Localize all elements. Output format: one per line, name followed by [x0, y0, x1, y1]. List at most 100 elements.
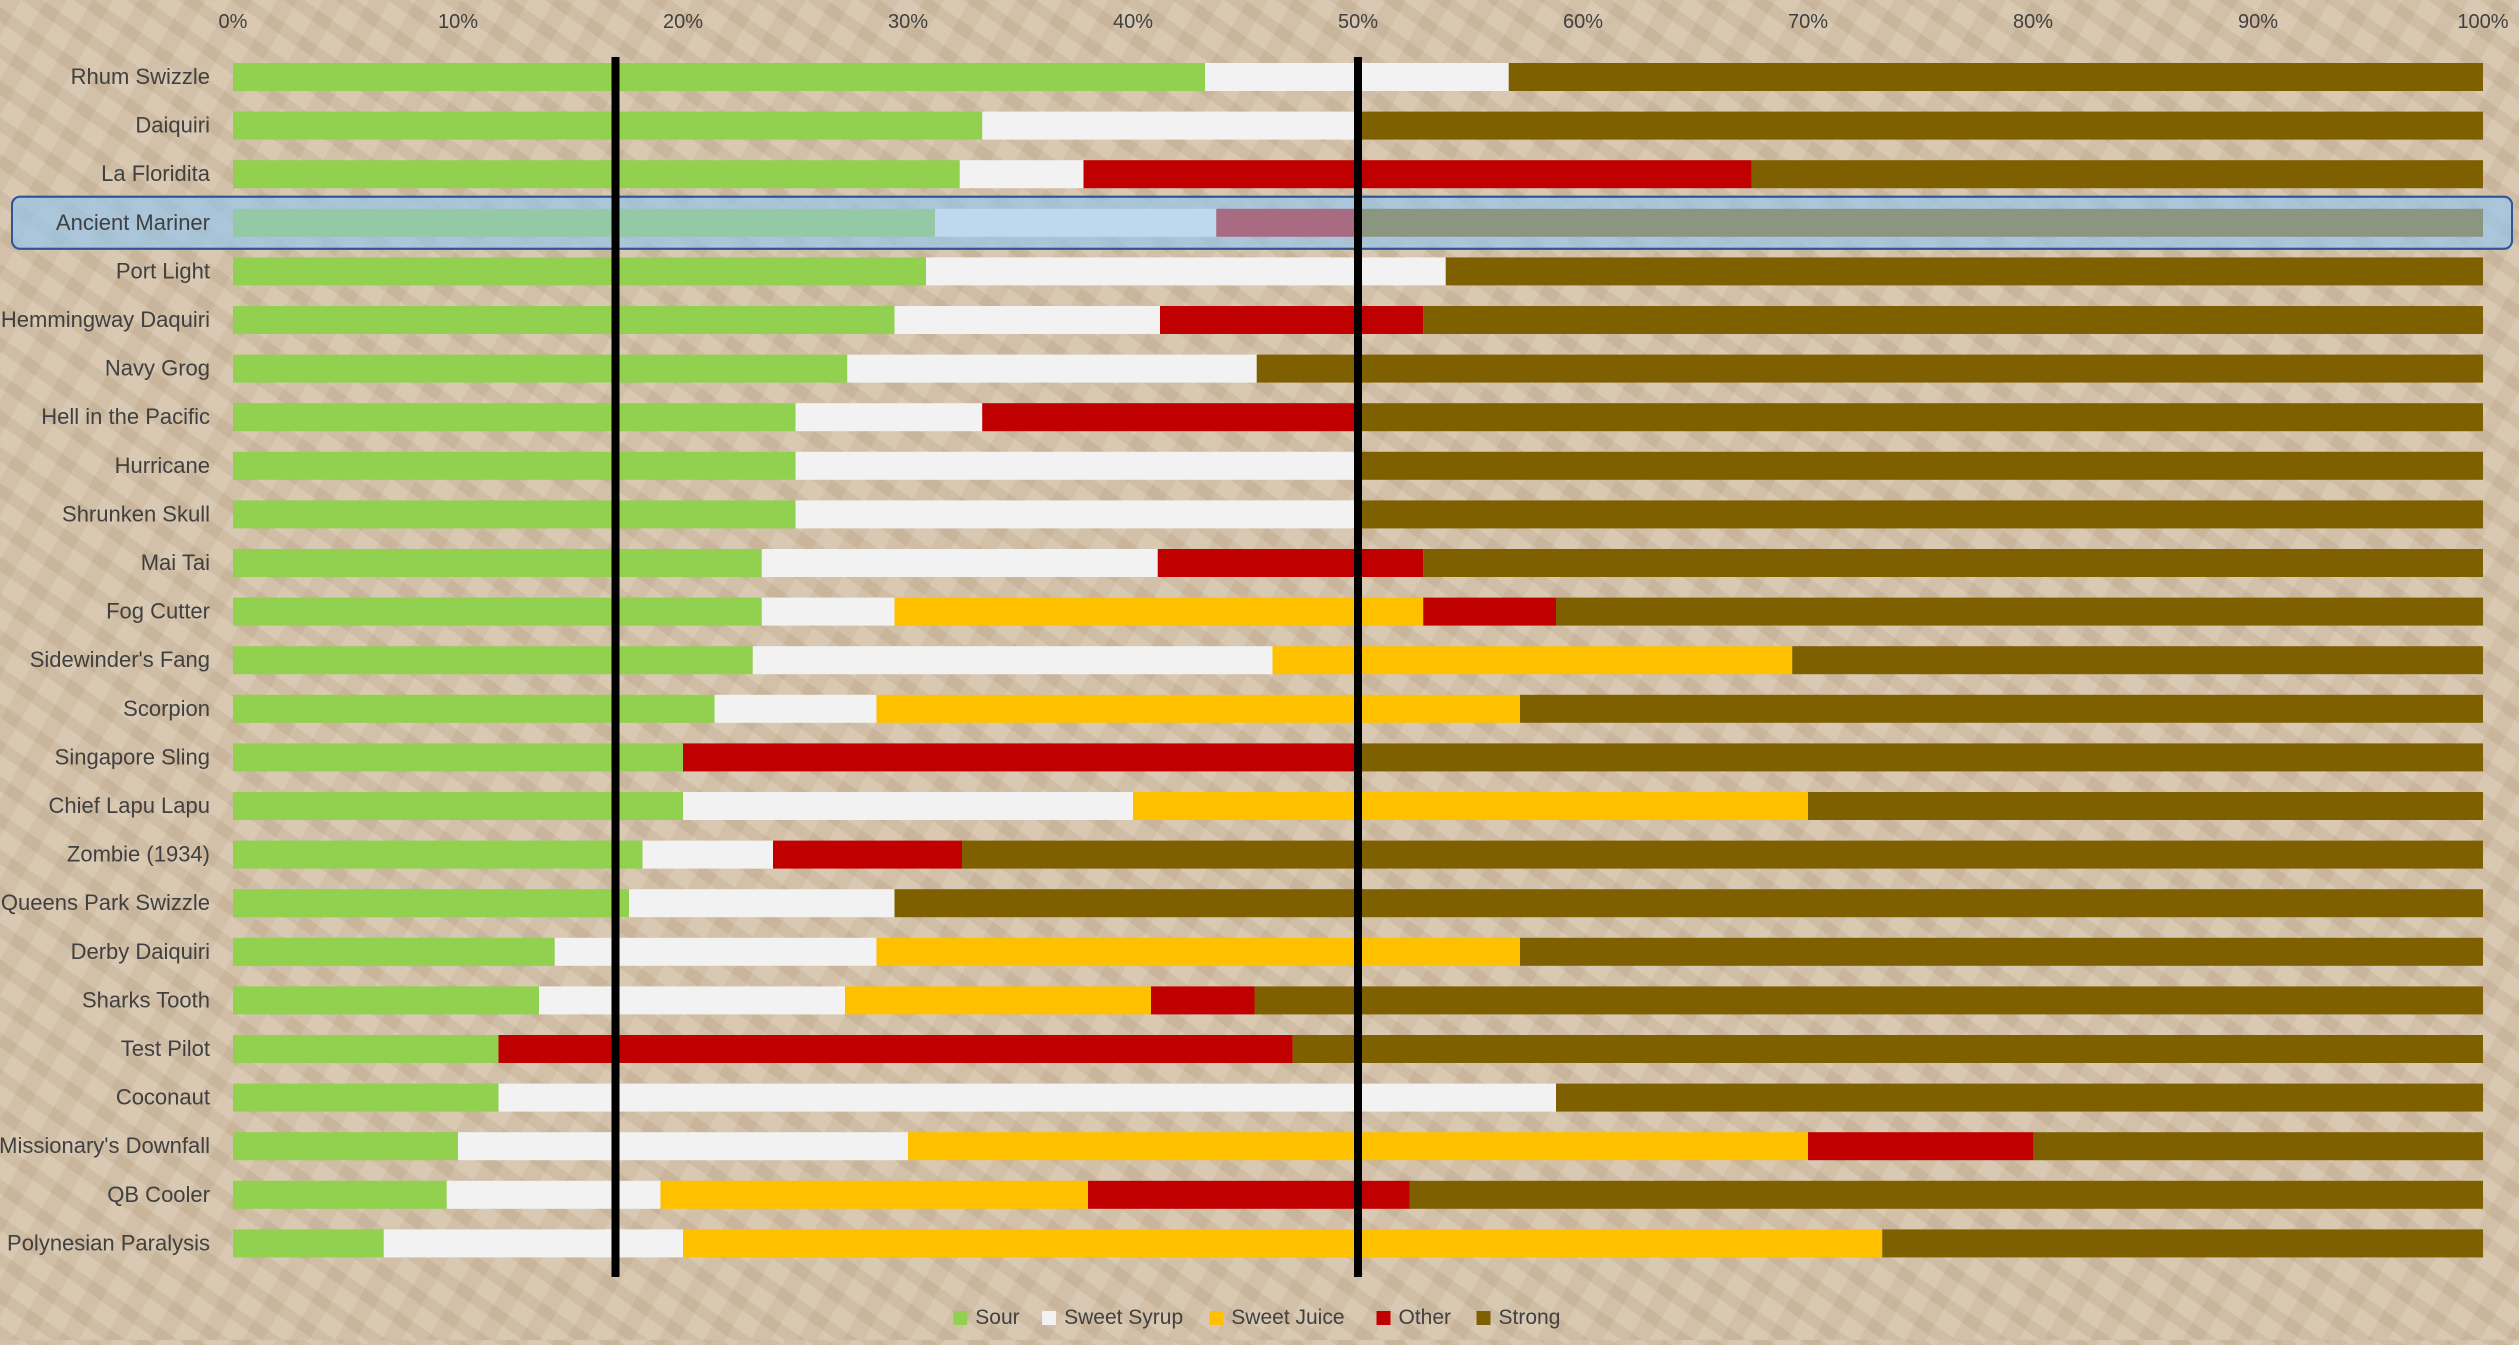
category-label: QB Cooler	[107, 1182, 210, 1207]
bar-sweet-syrup-hemmingway-daquiri	[894, 306, 1160, 334]
category-label: Ancient Mariner	[56, 210, 210, 235]
bar-sweet-syrup-chief-lapu-lapu	[683, 792, 1133, 820]
bar-sour-missionary-s-downfall	[233, 1132, 458, 1161]
x-tick-label: 20%	[663, 11, 703, 33]
bar-strong-fog-cutter	[1556, 597, 2483, 626]
bar-sour-fog-cutter	[233, 597, 762, 626]
bar-strong-coconaut	[1556, 1083, 2483, 1112]
legend-label-sour: Sour	[975, 1306, 1019, 1329]
category-label: Hemmingway Daquiri	[1, 307, 210, 332]
x-tick-label: 100%	[2457, 11, 2508, 33]
bar-strong-shrunken-skull	[1358, 500, 2483, 529]
legend-swatch-sweet-juice	[1209, 1311, 1224, 1325]
highlight-overlay-layer	[11, 195, 2513, 250]
category-label: Polynesian Paralysis	[7, 1230, 210, 1255]
bar-sour-qb-cooler	[233, 1180, 447, 1209]
bar-other-hell-in-the-pacific	[982, 403, 1358, 432]
x-tick-label: 10%	[438, 11, 478, 33]
bar-other-singapore-sling	[683, 743, 1358, 772]
bar-other-test-pilot	[498, 1035, 1293, 1063]
category-label: Chief Lapu Lapu	[49, 793, 210, 818]
category-label: Mai Tai	[141, 550, 210, 575]
bar-sweet-syrup-queens-park-swizzle	[629, 889, 895, 918]
category-labels: Rhum Swizzle Daiquiri La Floridita Ancient …	[0, 64, 211, 1255]
bar-sweet-syrup-hurricane	[795, 451, 1358, 480]
bar-sour-polynesian-paralysis	[233, 1229, 384, 1258]
bar-strong-navy-grog	[1256, 354, 2483, 383]
bars	[233, 63, 2483, 1258]
bar-sour-port-light	[233, 257, 926, 286]
x-tick-label: 40%	[1113, 11, 1153, 33]
bar-sour-hell-in-the-pacific	[233, 403, 796, 432]
category-label: Scorpion	[123, 696, 210, 721]
category-label: Sidewinder's Fang	[30, 647, 210, 672]
bar-sweet-juice-sharks-tooth	[845, 986, 1151, 1015]
category-label: Test Pilot	[121, 1036, 210, 1061]
category-label: Rhum Swizzle	[71, 64, 210, 89]
bar-sweet-syrup-la-floridita	[959, 160, 1084, 189]
bar-strong-qb-cooler	[1409, 1180, 2483, 1209]
bar-sweet-syrup-zombie-1934	[642, 840, 773, 869]
bar-strong-hemmingway-daquiri	[1423, 306, 2483, 334]
bar-sour-mai-tai	[233, 549, 762, 577]
bar-sweet-juice-derby-daiquiri	[876, 937, 1520, 966]
legend-swatch-other	[1376, 1311, 1391, 1325]
bar-sweet-syrup-fog-cutter	[761, 597, 895, 626]
bar-strong-hell-in-the-pacific	[1358, 403, 2483, 432]
category-label: Missionary's Downfall	[0, 1133, 210, 1158]
x-tick-label: 90%	[2238, 11, 2278, 33]
bar-other-mai-tai	[1157, 549, 1424, 577]
bar-sweet-juice-chief-lapu-lapu	[1133, 792, 1808, 820]
bar-sour-la-floridita	[233, 160, 960, 189]
bar-strong-rhum-swizzle	[1508, 63, 2483, 91]
x-tick-label: 70%	[1788, 11, 1828, 33]
bar-other-fog-cutter	[1423, 597, 1556, 626]
reference-lines	[611, 57, 1362, 1277]
bar-other-sharks-tooth	[1151, 986, 1255, 1015]
bar-strong-daiquiri	[1358, 111, 2483, 140]
bar-sweet-syrup-hell-in-the-pacific	[795, 403, 983, 432]
bar-strong-scorpion	[1520, 694, 2483, 723]
bar-strong-chief-lapu-lapu	[1808, 792, 2483, 820]
bar-sweet-syrup-navy-grog	[847, 354, 1257, 383]
bar-sweet-juice-polynesian-paralysis	[683, 1229, 1883, 1258]
bar-strong-la-floridita	[1751, 160, 2483, 189]
highlight-overlay	[11, 195, 2513, 250]
category-label: La Floridita	[101, 161, 211, 186]
bar-other-la-floridita	[1083, 160, 1752, 189]
bar-sour-sharks-tooth	[233, 986, 539, 1015]
legend-label-sweet-syrup: Sweet Syrup	[1064, 1306, 1183, 1329]
x-axis-ticks: 0% 10% 20% 30% 40% 50% 60% 70% 80% 90% 100%	[219, 11, 2509, 33]
bar-sour-scorpion	[233, 694, 715, 723]
legend-swatch-sweet-syrup	[1042, 1311, 1057, 1325]
bar-sour-sidewinder-s-fang	[233, 646, 753, 675]
category-label: Queens Park Swizzle	[1, 890, 210, 915]
bar-sour-hemmingway-daquiri	[233, 306, 895, 334]
bar-sour-singapore-sling	[233, 743, 683, 772]
bar-sour-derby-daiquiri	[233, 937, 555, 966]
bar-strong-missionary-s-downfall	[2033, 1132, 2483, 1161]
legend-swatch-strong	[1476, 1311, 1491, 1325]
legend: Sour Sweet Syrup Sweet Juice Other Strong	[953, 1306, 1560, 1329]
bar-sweet-syrup-sidewinder-s-fang	[752, 646, 1273, 675]
bar-strong-hurricane	[1358, 451, 2483, 480]
bar-strong-polynesian-paralysis	[1882, 1229, 2483, 1258]
bar-strong-port-light	[1445, 257, 2483, 286]
bar-sour-queens-park-swizzle	[233, 889, 629, 918]
bar-sweet-syrup-missionary-s-downfall	[458, 1132, 908, 1161]
category-label: Derby Daiquiri	[71, 939, 210, 964]
legend-swatch-sour	[953, 1311, 968, 1325]
bar-sweet-syrup-sharks-tooth	[539, 986, 845, 1015]
category-label: Singapore Sling	[55, 744, 210, 769]
x-tick-label: 60%	[1563, 11, 1603, 33]
category-label: Sharks Tooth	[82, 987, 210, 1012]
bar-sour-hurricane	[233, 451, 796, 480]
category-label: Hell in the Pacific	[41, 404, 210, 429]
bar-other-missionary-s-downfall	[1808, 1132, 2033, 1161]
legend-label-other: Other	[1399, 1306, 1452, 1329]
bar-sour-daiquiri	[233, 111, 983, 140]
category-label: Port Light	[116, 258, 210, 283]
bar-sweet-juice-sidewinder-s-fang	[1272, 646, 1793, 675]
